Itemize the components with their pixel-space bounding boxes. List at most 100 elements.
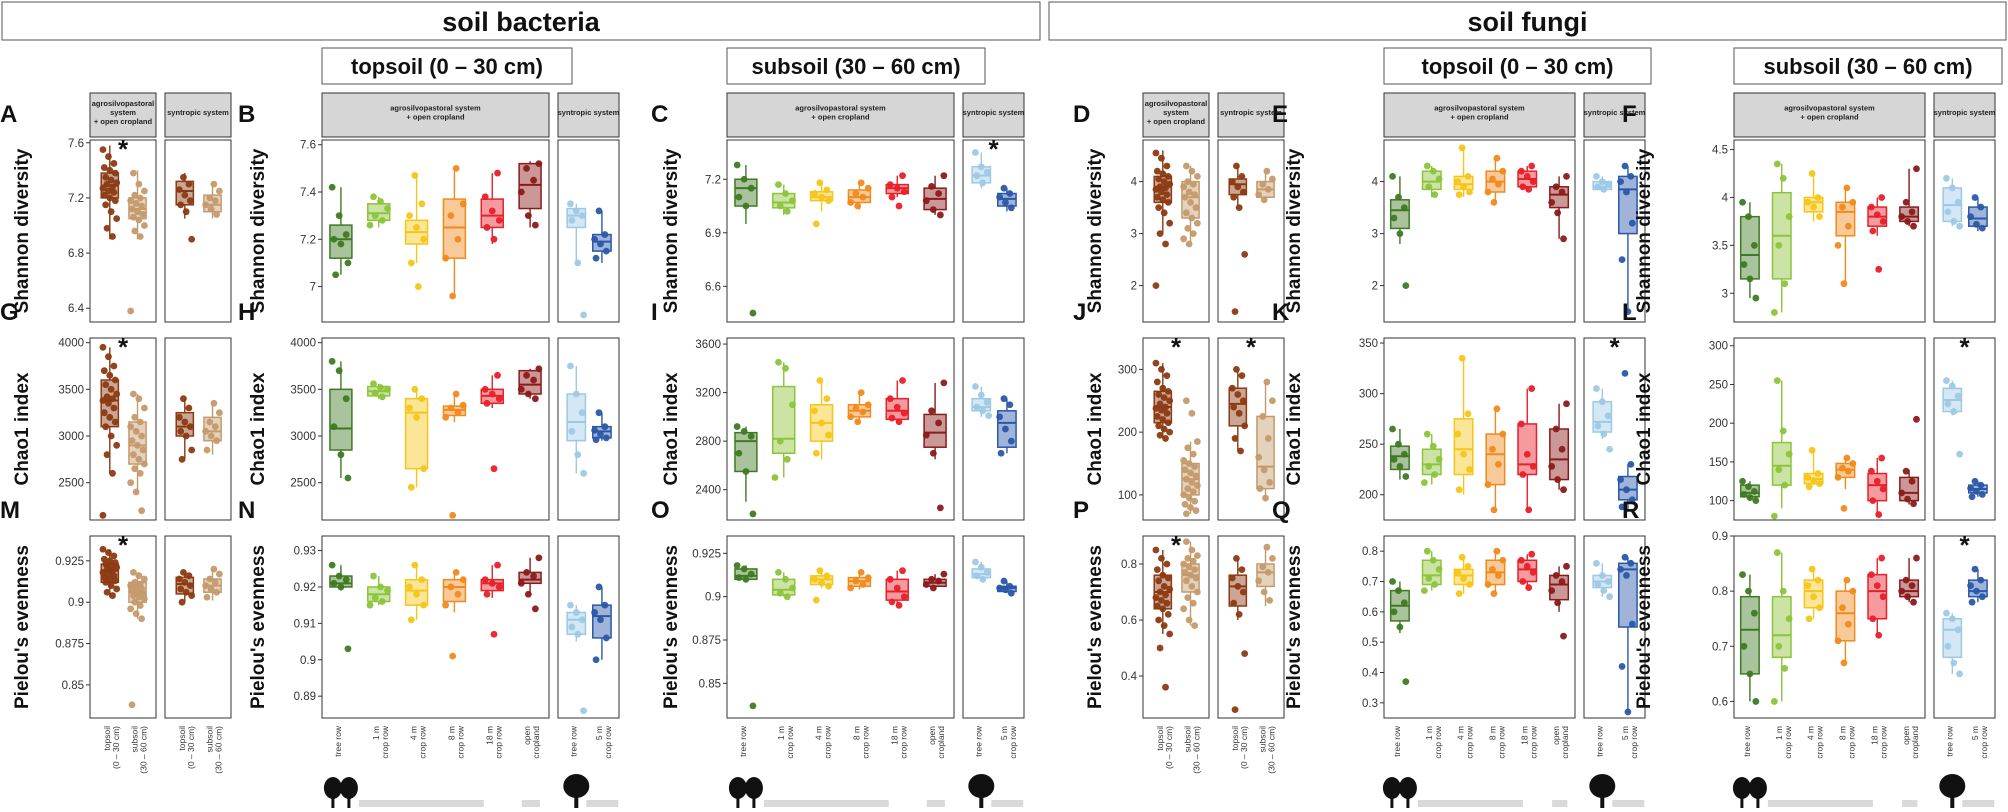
data-point	[1259, 413, 1267, 420]
data-point	[1002, 199, 1009, 206]
data-point	[207, 205, 215, 213]
data-point	[1773, 549, 1781, 556]
box	[518, 162, 542, 210]
data-point	[1153, 378, 1161, 386]
data-point	[1956, 450, 1964, 458]
data-point	[1814, 576, 1822, 584]
tree-trunk	[347, 796, 351, 808]
data-point	[1455, 590, 1463, 598]
strip-header	[1383, 92, 1576, 138]
data-point	[1627, 559, 1635, 567]
data-point	[859, 193, 867, 201]
data-point	[1563, 173, 1570, 180]
box-group	[1548, 400, 1570, 494]
box-group	[885, 172, 909, 210]
data-point	[1184, 555, 1192, 562]
data-point	[211, 423, 219, 431]
data-point	[186, 582, 194, 590]
data-point	[523, 371, 530, 379]
data-point	[1458, 144, 1466, 152]
significance-star: *	[1246, 332, 1257, 362]
y-tick-label: 2500	[290, 478, 316, 490]
data-point	[1904, 593, 1912, 601]
data-point	[1007, 589, 1015, 597]
y-tick-label: 4000	[290, 338, 316, 350]
box	[734, 178, 758, 207]
box	[772, 385, 796, 455]
data-point	[130, 169, 137, 177]
data-point	[185, 572, 193, 580]
data-point	[775, 569, 782, 576]
data-point	[1560, 235, 1567, 243]
strip-label: agrosilvopastoral system + open cropland	[795, 104, 886, 122]
data-point	[1159, 384, 1167, 392]
data-point	[332, 271, 340, 279]
data-point	[105, 399, 112, 407]
data-point	[330, 235, 338, 243]
box-group	[1617, 369, 1638, 511]
significance-star: *	[1959, 332, 1970, 362]
data-point	[1158, 365, 1165, 373]
box-group	[1548, 562, 1570, 640]
box-group	[847, 569, 872, 592]
depth-header-box	[321, 47, 573, 85]
box-group	[366, 193, 391, 229]
y-axis-label: Pielou's evenness	[248, 545, 269, 709]
box-group	[1867, 194, 1888, 273]
data-point	[411, 385, 419, 393]
data-point	[996, 193, 1003, 201]
data-point	[1184, 594, 1192, 601]
data-point	[733, 562, 741, 569]
data-point	[188, 235, 196, 243]
data-point	[1268, 175, 1276, 183]
box-group	[367, 380, 391, 401]
data-point	[138, 432, 146, 440]
box-group	[1517, 162, 1538, 193]
data-point	[335, 367, 343, 375]
data-point	[406, 404, 413, 412]
data-point	[1000, 184, 1008, 192]
box-group	[1420, 547, 1443, 594]
data-point	[1454, 569, 1462, 576]
data-point	[1189, 230, 1197, 238]
data-point	[940, 570, 948, 578]
data-point	[1804, 474, 1812, 481]
data-point	[1228, 574, 1236, 582]
panel-R: R Pielou's evenness 0.6 0.7 0.8 0.9 *	[1622, 497, 1996, 719]
data-point	[113, 585, 121, 593]
data-point	[578, 212, 586, 220]
box-group	[1152, 149, 1174, 289]
data-point	[414, 283, 422, 290]
data-point	[1466, 581, 1473, 588]
panel-letter: D	[1073, 101, 1090, 128]
data-point	[1628, 219, 1636, 227]
data-point	[1191, 622, 1199, 629]
data-point	[1239, 588, 1247, 596]
data-point	[1263, 167, 1271, 175]
data-point	[1160, 622, 1168, 629]
data-point	[1185, 494, 1193, 502]
data-point	[972, 558, 979, 566]
data-point	[106, 371, 114, 379]
data-point	[922, 197, 930, 205]
y-tick-label: 6.9	[705, 228, 721, 240]
tree-crown	[1939, 774, 1966, 798]
data-point	[1164, 574, 1172, 582]
data-point	[1266, 597, 1274, 604]
data-point	[99, 397, 107, 404]
data-point	[1950, 218, 1958, 225]
data-point	[857, 179, 865, 187]
data-point	[1390, 455, 1398, 463]
data-point	[591, 609, 598, 616]
data-point	[1593, 559, 1600, 567]
data-point	[342, 395, 350, 403]
crop-strip	[926, 800, 945, 807]
data-point	[1879, 485, 1887, 493]
data-point	[1389, 173, 1396, 180]
data-point	[1158, 154, 1165, 162]
box-group	[922, 172, 948, 219]
data-point	[1159, 571, 1167, 579]
data-point	[936, 211, 944, 219]
box-group	[772, 569, 796, 601]
facet-frame	[89, 139, 157, 323]
